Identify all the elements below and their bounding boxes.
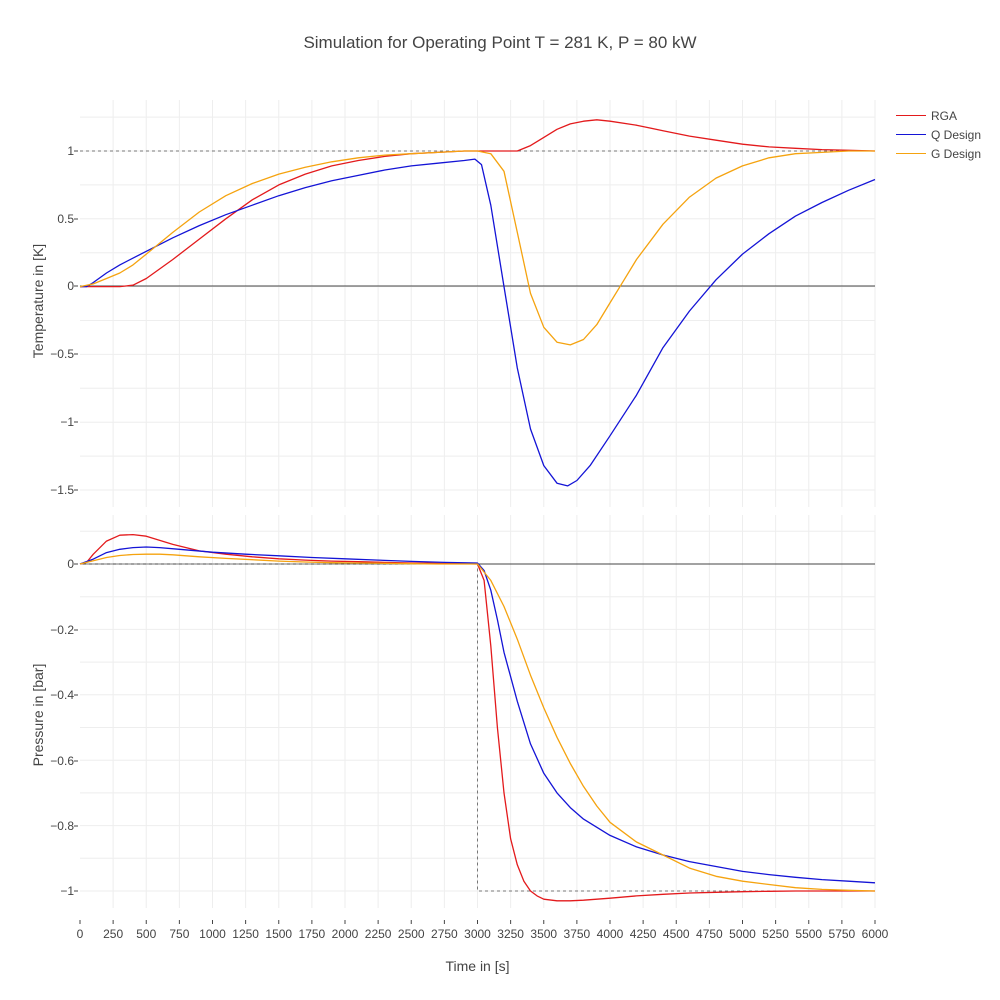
x-tick-label: 3000	[464, 927, 491, 941]
legend-item-g-design[interactable]: G Design	[896, 144, 981, 163]
x-tick-label: 5250	[762, 927, 789, 941]
x-tick-label: 4000	[597, 927, 624, 941]
x-tick-label: 4750	[696, 927, 723, 941]
legend-item-q-design[interactable]: Q Design	[896, 125, 981, 144]
legend-swatch-g-design	[896, 153, 926, 154]
legend-item-rga[interactable]: RGA	[896, 106, 981, 125]
x-tick-label: 2750	[431, 927, 458, 941]
legend-swatch-rga	[896, 115, 926, 116]
x-tick-label: 500	[136, 927, 156, 941]
x-tick-label: 750	[169, 927, 189, 941]
x-tick-label: 5750	[829, 927, 856, 941]
y-axis-label-pressure: Pressure in [bar]	[30, 663, 46, 767]
chart-title: Simulation for Operating Point T = 281 K…	[303, 33, 697, 52]
y-tick-label: −0.8	[50, 819, 74, 833]
reference-step	[80, 563, 875, 892]
series-line-g-design	[79, 553, 876, 892]
legend-label: G Design	[931, 146, 982, 161]
series-line-q-design	[79, 546, 876, 884]
x-tick-label: 3500	[530, 927, 557, 941]
x-axis-label: Time in [s]	[445, 958, 510, 974]
legend[interactable]: RGA Q Design G Design	[896, 106, 981, 163]
x-tick-label: 250	[103, 927, 123, 941]
x-tick-label: 3750	[564, 927, 591, 941]
x-tick-label: 4250	[630, 927, 657, 941]
y-tick-label: −1.5	[50, 483, 74, 497]
series-line-rga	[79, 533, 875, 902]
x-tick-label: 1500	[265, 927, 292, 941]
y-tick-label: −1	[60, 884, 74, 898]
x-tick-label: 1000	[199, 927, 226, 941]
x-tick-label: 2000	[332, 927, 359, 941]
y-axis-label-temperature: Temperature in [K]	[30, 243, 46, 359]
y-tick-label: 0.5	[57, 212, 74, 226]
y-tick-label: −0.2	[50, 623, 74, 637]
legend-swatch-q-design	[896, 134, 926, 135]
x-tick-label: 0	[77, 927, 84, 941]
y-tick-label: −0.5	[50, 347, 74, 361]
series-line-q-design	[80, 158, 876, 487]
x-tick-label: 2500	[398, 927, 425, 941]
legend-label: Q Design	[931, 127, 982, 142]
x-tick-label: 1250	[232, 927, 259, 941]
x-tick-label: 3250	[497, 927, 524, 941]
y-tick-label: −0.6	[50, 754, 74, 768]
y-tick-label: −0.4	[50, 688, 74, 702]
x-tick-label: 5000	[729, 927, 756, 941]
x-tick-label: 6000	[862, 927, 889, 941]
x-tick-label: 1750	[299, 927, 326, 941]
y-tick-label: 0	[67, 557, 74, 571]
x-tick-label: 2250	[365, 927, 392, 941]
y-tick-label: 0	[67, 279, 74, 293]
legend-label: RGA	[931, 108, 958, 123]
series-line-g-design	[79, 150, 875, 346]
y-tick-label: 1	[67, 144, 74, 158]
series-line-rga	[80, 119, 876, 288]
x-tick-label: 4500	[663, 927, 690, 941]
x-tick-label: 5500	[795, 927, 822, 941]
y-tick-label: −1	[60, 415, 74, 429]
